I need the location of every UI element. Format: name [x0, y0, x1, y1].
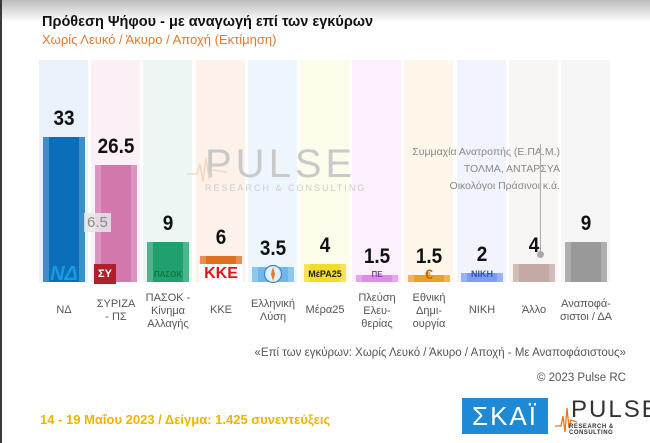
- other-note-arrow-tip: [537, 251, 544, 258]
- category-label-line: Ελληνική: [250, 298, 296, 310]
- party-logo-text: ΝΔ: [50, 262, 78, 285]
- category-label-line: Κίνημα: [150, 305, 186, 317]
- other-note-line2: ΤΟΛΜΑ, ΑΝΤΑΡΣΥΑ: [463, 163, 560, 175]
- party-logo-text: ΠΕ: [371, 269, 383, 279]
- bar-column-bg: [248, 60, 297, 282]
- category-label-line: θερίας: [361, 318, 393, 330]
- bar-column-bg: [404, 60, 453, 282]
- category-label-line: σιστοι / ΔΑ: [559, 311, 613, 323]
- category-label: ΝΙΚΗ: [452, 304, 512, 317]
- bar-value-label: 9: [162, 212, 174, 235]
- bar-value-label: 1.5: [363, 245, 391, 268]
- bar-value-label: 33: [53, 107, 75, 130]
- category-label-line: ουργία: [412, 318, 446, 330]
- party-logo-icon: ΠΑΣΟΚ: [146, 264, 190, 284]
- category-label-line: ΝΔ: [56, 304, 72, 316]
- category-label: ΠΑΣΟΚ - Κίνημα Αλλαγής: [138, 292, 198, 331]
- category-label: Ελληνική Λύση: [243, 298, 303, 324]
- party-logo-icon: ΣΥ: [94, 264, 116, 284]
- bar: [461, 273, 503, 282]
- category-label: ΣΥΡΙΖΑ - ΠΣ: [86, 298, 146, 324]
- copyright: © 2023 Pulse RC: [536, 372, 626, 384]
- pulse-watermark: PULSE RESEARCH & CONSULTING: [187, 142, 367, 193]
- bar-value-label: 26.5: [97, 135, 135, 158]
- pulse-wave-icon: [187, 157, 227, 183]
- bar-column-bg: [300, 60, 349, 282]
- party-logo-icon: €: [407, 264, 451, 284]
- party-logo-text: €: [425, 266, 433, 282]
- party-logo-text: ΜέΡΑ25: [308, 269, 342, 279]
- bar: [356, 275, 398, 282]
- bar: [565, 242, 607, 282]
- category-label-line: Μέρα25: [305, 304, 345, 316]
- category-label-line: ΚΚΕ: [209, 304, 232, 316]
- category-label-line: ΝΙΚΗ: [468, 304, 496, 316]
- bar-value-label: 4: [528, 234, 540, 257]
- party-logo-text: ΝΙΚΗ: [471, 269, 493, 279]
- survey-dateline: 14 - 19 Μαΐου 2023 / Δείγμα: 1.425 συνεν…: [40, 412, 331, 427]
- party-logo-icon: ΚΚΕ: [199, 264, 243, 284]
- pulse-logo-text: PULSE: [571, 396, 650, 423]
- party-logo-icon: ΝΙΚΗ: [460, 264, 504, 284]
- bar: [408, 275, 450, 282]
- bar: [147, 242, 189, 282]
- party-logo-icon: [251, 264, 295, 284]
- top-shade: [0, 0, 650, 22]
- bar-column-bg: [457, 60, 506, 282]
- bar-value-label: 9: [580, 212, 592, 235]
- category-label-line: Αλλαγής: [147, 318, 189, 330]
- bar-column-bg: [509, 60, 558, 282]
- party-logo-text: ΣΥ: [98, 268, 112, 280]
- pulse-logo: PULSE RESEARCH & CONSULTING: [555, 396, 650, 436]
- category-label: ΚΚΕ: [191, 304, 251, 317]
- party-logo-text: ΚΚΕ: [204, 265, 238, 282]
- category-label: Εθνική Δημι-ουργία: [399, 292, 459, 331]
- category-label: Άλλο: [504, 304, 564, 317]
- compass-icon: [263, 264, 283, 284]
- other-note-arrow: [540, 144, 541, 254]
- bar: [513, 264, 555, 282]
- bar-value-label: 1.5: [415, 245, 443, 268]
- other-note-line1: Συμμαχία Ανατροπής (Ε.ΠΑ.Μ.): [412, 146, 560, 158]
- category-label-line: Αναποφά-: [561, 298, 611, 310]
- category-label-line: Δημι-: [416, 305, 442, 317]
- pulse-logo-sub: RESEARCH & CONSULTING: [569, 424, 614, 436]
- category-label-line: Ελευ-: [363, 305, 391, 317]
- category-label-line: Πλεύση: [358, 292, 396, 304]
- skai-logo: ΣΚΑΪ: [462, 398, 548, 434]
- difference-badge: 6.5: [84, 213, 111, 232]
- footnote: «Επί των εγκύρων: Χωρίς Λευκό / Άκυρο / …: [254, 347, 626, 359]
- watermark-small: RESEARCH & CONSULTING: [205, 183, 367, 193]
- category-label: Αναποφά-σιστοι / ΔΑ: [556, 298, 616, 324]
- bar-value-label: 3.5: [259, 237, 287, 260]
- category-label-line: - ΠΣ: [105, 311, 127, 323]
- category-label-line: ΠΑΣΟΚ -: [145, 292, 191, 304]
- category-label-line: Άλλο: [521, 304, 547, 316]
- watermark-big: PULSE: [205, 142, 357, 186]
- bar: [43, 137, 85, 282]
- category-label-line: Λύση: [259, 311, 287, 323]
- category-label: Πλεύση Ελευ-θερίας: [347, 292, 407, 331]
- bar-column-bg: [352, 60, 401, 282]
- bar-value-label: 2: [476, 243, 488, 266]
- chart-subtitle: Χωρίς Λευκό / Άκυρο / Αποχή (Εκτίμηση): [42, 32, 277, 47]
- bar-value-label: 4: [319, 234, 331, 257]
- category-label-line: ΣΥΡΙΖΑ: [96, 298, 136, 310]
- party-logo-icon: ΠΕ: [355, 264, 399, 284]
- bar: [304, 264, 346, 282]
- left-border: [0, 0, 2, 443]
- party-logo-icon: ΝΔ: [42, 262, 86, 285]
- other-note-line3: Οικολόγοι Πράσινοι κ.ά.: [449, 180, 560, 192]
- bar-value-label: 6: [215, 226, 227, 249]
- category-label: ΝΔ: [34, 304, 94, 317]
- category-label: Μέρα25: [295, 304, 355, 317]
- party-logo-icon: ΜέΡΑ25: [303, 264, 347, 284]
- category-label-line: Εθνική: [412, 292, 446, 304]
- party-logo-text: ΠΑΣΟΚ: [153, 269, 183, 279]
- chart-title: Πρόθεση Ψήφου - με αναγωγή επί των εγκύρ…: [42, 14, 374, 30]
- pulse-wave-icon: [555, 407, 577, 433]
